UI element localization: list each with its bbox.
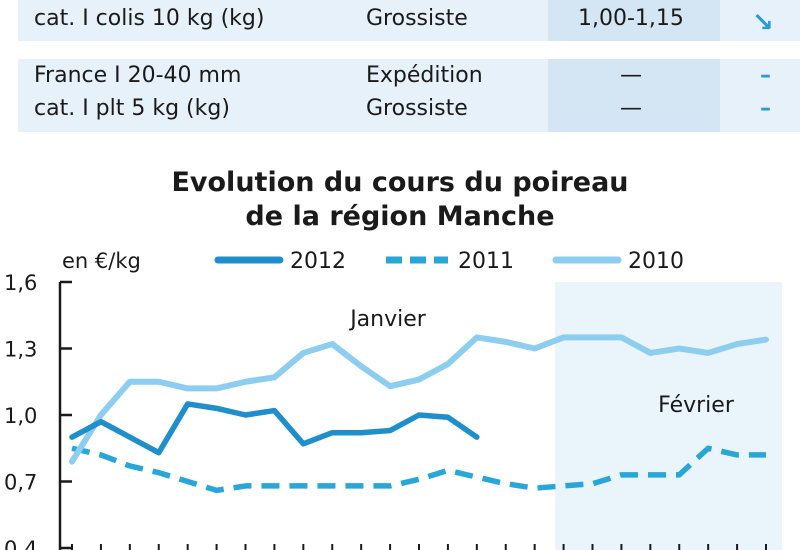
trend-stable-icon: –: [760, 63, 771, 88]
table-row-1-price: 1,00-1,15: [578, 6, 684, 31]
y-tick-label: 1,3: [4, 338, 37, 362]
y-axis-label: en €/kg: [62, 249, 141, 273]
legend-label-2012: 2012: [290, 249, 346, 274]
y-tick-label: 1,6: [4, 271, 37, 295]
y-tick-label: 1,0: [4, 404, 37, 428]
y-tick-label: 0,4: [4, 537, 37, 550]
table-row-2-price-2: —: [620, 96, 642, 121]
period-label-fevrier: Février: [658, 393, 735, 418]
table-row-2-product-line-1: France I 20-40 mm: [34, 63, 242, 88]
february-background-band: [554, 282, 782, 550]
table-row-2-stage-2: Grossiste: [366, 96, 468, 121]
series-line-2012: [69, 401, 480, 456]
chart-title: Evolution du cours du poireau de la régi…: [0, 166, 800, 234]
price-column-background: [548, 0, 720, 132]
table-row-1-product: cat. I colis 10 kg (kg): [34, 6, 265, 31]
table-row-2-price-1: —: [620, 63, 642, 88]
y-tick-label: 0,7: [4, 471, 37, 495]
table-row-2-product-line-2: cat. I plt 5 kg (kg): [34, 96, 230, 121]
trend-stable-icon: –: [760, 96, 771, 121]
trend-down-icon: ↘: [752, 8, 774, 38]
legend-label-2011: 2011: [458, 249, 514, 274]
period-label-janvier: Janvier: [348, 307, 427, 332]
table-row-2-stage-1: Expédition: [366, 63, 483, 88]
series-line-2010: [69, 334, 769, 465]
chart-title-line-1: Evolution du cours du poireau: [171, 167, 629, 198]
table-row-divider: [18, 41, 800, 59]
series-line-2011: [71, 445, 766, 494]
legend-label-2010: 2010: [628, 249, 684, 274]
table-row-1-stage: Grossiste: [366, 6, 468, 31]
chart-title-line-2: de la région Manche: [245, 201, 555, 232]
